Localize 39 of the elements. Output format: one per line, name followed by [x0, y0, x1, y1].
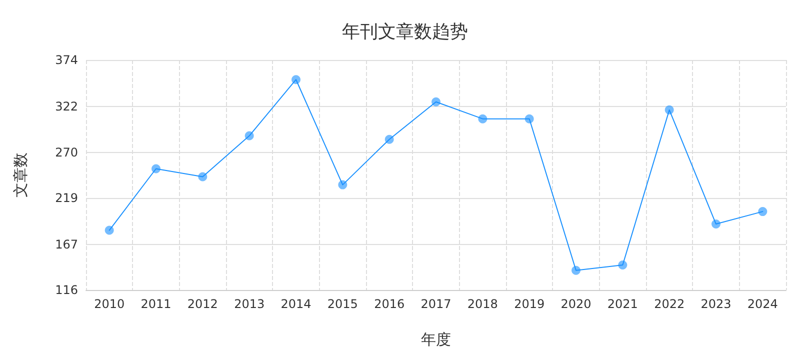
- x-tick-label: 2023: [700, 297, 732, 311]
- y-tick-label: 116: [55, 283, 78, 297]
- point: [104, 226, 114, 235]
- x-tick-label: 2011: [140, 297, 172, 311]
- point: [292, 75, 300, 84]
- x-tick-label: 2018: [467, 297, 498, 311]
- point: [524, 114, 534, 124]
- point: [712, 220, 720, 229]
- x-tick-label: 2021: [607, 297, 638, 311]
- x-tick-label: 2013: [234, 297, 265, 311]
- point: [432, 97, 440, 106]
- x-tick-label: 2024: [747, 297, 778, 311]
- x-tick-label: 2017: [420, 297, 452, 311]
- y-tick-label: 322: [55, 99, 78, 114]
- point: [618, 260, 628, 270]
- x-axis-title: 年度: [421, 330, 451, 348]
- x-tick-label: 2016: [374, 297, 405, 311]
- point: [478, 114, 488, 124]
- point: [244, 131, 254, 140]
- x-tick-label: 2012: [187, 297, 218, 311]
- x-tick-label: 2010: [94, 297, 125, 311]
- point: [384, 134, 394, 144]
- x-tick-label: 2019: [514, 297, 545, 311]
- point: [198, 172, 208, 182]
- y-tick-label: 167: [55, 238, 78, 252]
- y-tick-label: 219: [55, 191, 78, 206]
- y-tick-label: 374: [55, 53, 78, 67]
- point: [152, 164, 160, 174]
- x-tick-label: 2022: [654, 297, 685, 311]
- point: [664, 105, 674, 114]
- x-tick-label: 2015: [327, 297, 358, 311]
- x-tick-label: 2014: [280, 297, 312, 311]
- point: [338, 180, 348, 190]
- y-axis-title: 文章数: [12, 152, 30, 198]
- x-tick-label: 2020: [560, 297, 592, 311]
- y-tick-label: 270: [55, 146, 78, 160]
- point: [758, 207, 768, 216]
- point: [572, 266, 580, 275]
- chart-title: 年刊文章数趋势: [342, 22, 468, 42]
